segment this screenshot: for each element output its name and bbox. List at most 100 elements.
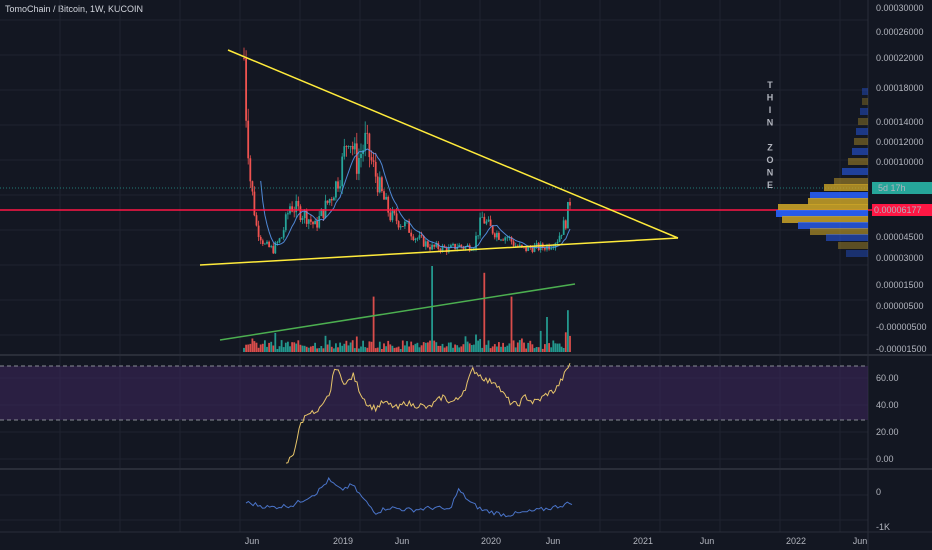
volume-bar bbox=[280, 340, 283, 352]
volume-bar bbox=[456, 345, 459, 352]
candle-body bbox=[410, 232, 413, 237]
volume-bar bbox=[506, 345, 509, 352]
candle-body bbox=[525, 247, 527, 251]
volume-bar bbox=[510, 296, 513, 352]
volume-profile-bar bbox=[826, 234, 868, 241]
candle-body bbox=[431, 244, 433, 250]
candle-body bbox=[512, 241, 515, 246]
candle-body bbox=[282, 230, 285, 238]
volume-bar bbox=[333, 348, 335, 352]
candle-body bbox=[399, 226, 402, 228]
thin-zone-letter: O bbox=[766, 155, 773, 165]
candle-body bbox=[339, 186, 341, 189]
candle-body bbox=[458, 244, 461, 247]
candle-body bbox=[424, 241, 427, 247]
candle-body bbox=[535, 243, 538, 246]
candle-body bbox=[293, 211, 296, 213]
volume-bar bbox=[261, 343, 264, 352]
candle-body bbox=[245, 58, 247, 121]
volume-profile-bar bbox=[858, 118, 868, 125]
volume-bar bbox=[276, 349, 279, 352]
candle-body bbox=[441, 245, 444, 251]
volume-bar bbox=[372, 296, 375, 352]
candle-body bbox=[502, 239, 504, 241]
volume-bar bbox=[316, 348, 318, 352]
candle-body bbox=[391, 210, 394, 221]
volume-bar bbox=[429, 340, 431, 352]
candle-body bbox=[483, 216, 486, 224]
candle-body bbox=[318, 216, 321, 228]
volume-bar bbox=[470, 345, 473, 352]
candle-body bbox=[562, 220, 565, 235]
volume-bar bbox=[391, 345, 394, 352]
volume-bar bbox=[447, 342, 450, 352]
candle-body bbox=[447, 247, 450, 253]
candle-body bbox=[383, 191, 385, 200]
volume-bar bbox=[412, 345, 415, 352]
volume-bar bbox=[374, 348, 377, 352]
volume-bar bbox=[548, 343, 550, 352]
volume-bar bbox=[272, 345, 275, 352]
rsi-axis-tick: 40.00 bbox=[876, 400, 899, 410]
price-axis-tick: 0.00030000 bbox=[876, 3, 924, 13]
volume-bar bbox=[537, 347, 540, 352]
countdown-badge-text: 5d 17h bbox=[878, 183, 906, 193]
volume-bar bbox=[529, 340, 532, 352]
volume-bar bbox=[305, 346, 308, 352]
volume-bar bbox=[418, 347, 421, 352]
volume-bar bbox=[502, 342, 504, 352]
volume-bar bbox=[293, 342, 296, 352]
volume-bar bbox=[500, 346, 502, 352]
candle-body bbox=[310, 219, 312, 222]
candle-body bbox=[343, 146, 346, 157]
candle-body bbox=[347, 146, 350, 147]
candle-body bbox=[355, 143, 358, 174]
price-axis-tick: 0.00012000 bbox=[876, 137, 924, 147]
volume-bar bbox=[560, 346, 563, 352]
volume-bar bbox=[284, 342, 287, 352]
volume-bar bbox=[399, 349, 402, 352]
volume-bar bbox=[562, 348, 565, 352]
volume-bar bbox=[383, 343, 385, 352]
candle-body bbox=[349, 146, 352, 147]
thin-zone-letter: H bbox=[767, 93, 774, 103]
thin-zone-letter: Z bbox=[767, 143, 773, 153]
volume-bar bbox=[364, 347, 367, 352]
volume-bar bbox=[454, 344, 456, 352]
candle-body bbox=[291, 206, 293, 212]
thin-zone-letter: T bbox=[767, 80, 773, 90]
candle-body bbox=[422, 236, 425, 247]
volume-trendline bbox=[219, 283, 576, 341]
volume-bar bbox=[245, 344, 247, 352]
candle-body bbox=[569, 202, 571, 206]
candle-body bbox=[475, 235, 477, 249]
volume-bar bbox=[406, 341, 408, 352]
candle-body bbox=[372, 160, 375, 162]
volume-bar bbox=[368, 341, 371, 352]
candle-body bbox=[268, 241, 270, 247]
volume-bar bbox=[439, 345, 442, 352]
volume-bar bbox=[337, 347, 339, 352]
volume-bar bbox=[437, 345, 440, 352]
candle-body bbox=[295, 201, 298, 213]
volume-bar bbox=[345, 340, 348, 352]
candle-body bbox=[326, 200, 329, 203]
upper-trendline bbox=[227, 49, 679, 239]
thin-zone-letter: E bbox=[767, 180, 773, 190]
volume-bar bbox=[462, 344, 465, 352]
candle-body bbox=[264, 243, 266, 245]
candle-body bbox=[420, 235, 423, 237]
volume-bar bbox=[249, 343, 252, 352]
candle-body bbox=[481, 216, 484, 218]
candle-body bbox=[360, 154, 362, 158]
volume-bar bbox=[381, 349, 383, 352]
rsi-line bbox=[285, 363, 571, 464]
candle-body bbox=[514, 245, 517, 247]
candle-body bbox=[558, 235, 561, 242]
volume-bar bbox=[477, 340, 479, 352]
price-axis-tick: 0.00018000 bbox=[876, 83, 924, 93]
volume-bar bbox=[389, 344, 392, 352]
volume-bar bbox=[328, 340, 331, 352]
volume-bar bbox=[355, 336, 358, 352]
